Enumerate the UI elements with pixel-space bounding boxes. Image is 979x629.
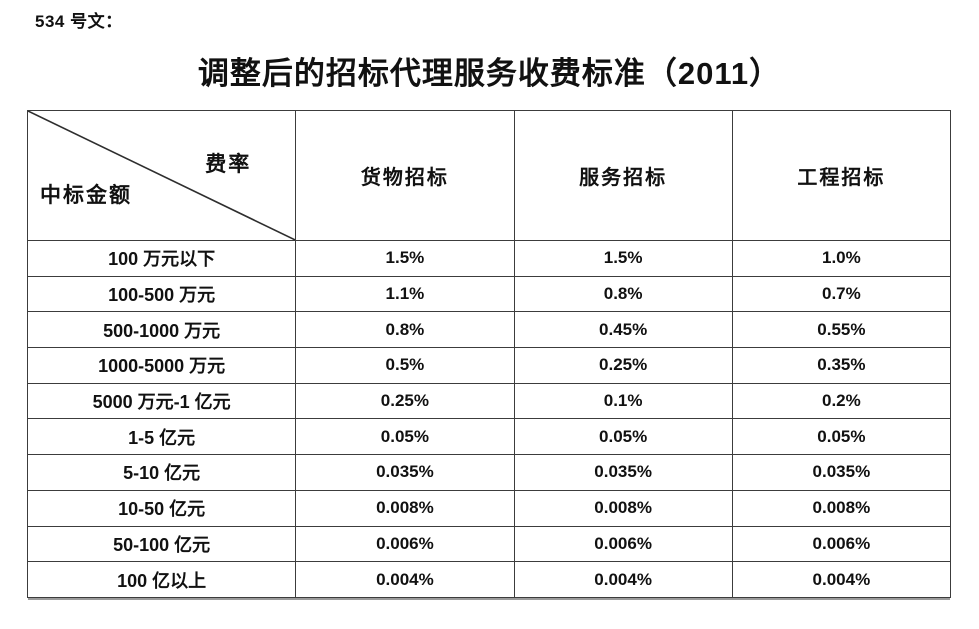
amount-range-cell: 1000-5000 万元 bbox=[26, 347, 297, 384]
rate-cell: 0.25% bbox=[295, 382, 515, 420]
rate-cell: 0.25% bbox=[513, 347, 733, 384]
rate-cell: 0.008% bbox=[731, 489, 952, 527]
amount-range-cell: 10-50 亿元 bbox=[26, 489, 297, 527]
rate-cell: 1.1% bbox=[295, 275, 515, 313]
table-row: 50-100 亿元 0.006% 0.006% 0.006% bbox=[26, 525, 952, 563]
rate-cell: 0.1% bbox=[513, 382, 733, 420]
amount-range-cell: 100 万元以下 bbox=[26, 240, 297, 277]
rate-cell: 1.5% bbox=[513, 240, 733, 277]
doc-number: 534 号文： bbox=[35, 12, 123, 31]
table-row: 1-5 亿元 0.05% 0.05% 0.05% bbox=[26, 418, 952, 456]
column-header-works: 工程招标 bbox=[731, 110, 952, 241]
rate-cell: 0.8% bbox=[513, 275, 733, 313]
page-title: 调整后的招标代理服务收费标准（2011） bbox=[197, 56, 782, 91]
amount-range-cell: 1-5 亿元 bbox=[26, 418, 297, 456]
rate-cell: 0.006% bbox=[731, 525, 952, 563]
amount-range-cell: 100 亿以上 bbox=[26, 561, 297, 598]
rate-cell: 0.004% bbox=[295, 561, 515, 598]
rate-cell: 0.006% bbox=[513, 525, 733, 563]
table-row: 10-50 亿元 0.008% 0.008% 0.008% bbox=[26, 489, 952, 527]
rate-cell: 0.8% bbox=[295, 311, 515, 349]
corner-label-rate: 费率 bbox=[205, 153, 252, 176]
amount-range-cell: 500-1000 万元 bbox=[26, 311, 297, 349]
rate-cell: 1.0% bbox=[731, 240, 952, 277]
amount-range-cell: 5000 万元-1 亿元 bbox=[26, 382, 297, 420]
rate-cell: 1.5% bbox=[295, 240, 515, 277]
rate-cell: 0.5% bbox=[295, 347, 515, 384]
rate-cell: 0.7% bbox=[731, 275, 952, 313]
rate-cell: 0.006% bbox=[295, 525, 515, 563]
table-row: 100-500 万元 1.1% 0.8% 0.7% bbox=[26, 275, 952, 313]
table-row: 500-1000 万元 0.8% 0.45% 0.55% bbox=[26, 311, 952, 349]
table-row: 5-10 亿元 0.035% 0.035% 0.035% bbox=[26, 454, 952, 491]
rate-cell: 0.035% bbox=[295, 454, 515, 491]
diagonal-divider-line bbox=[28, 111, 295, 240]
table-header-row: 费率 中标金额 货物招标 服务招标 工程招标 bbox=[26, 110, 952, 241]
table-row: 100 亿以上 0.004% 0.004% 0.004% bbox=[26, 561, 952, 598]
amount-range-cell: 100-500 万元 bbox=[26, 275, 297, 313]
rate-cell: 0.35% bbox=[731, 347, 952, 384]
amount-range-cell: 50-100 亿元 bbox=[26, 525, 297, 563]
table-row: 100 万元以下 1.5% 1.5% 1.0% bbox=[26, 240, 952, 277]
corner-cell: 费率 中标金额 bbox=[26, 110, 297, 241]
rate-cell: 0.55% bbox=[731, 311, 952, 349]
column-header-services: 服务招标 bbox=[513, 110, 733, 241]
rate-cell: 0.004% bbox=[513, 561, 733, 598]
rate-cell: 0.004% bbox=[731, 561, 952, 598]
rate-cell: 0.05% bbox=[513, 418, 733, 456]
rate-cell: 0.2% bbox=[731, 382, 952, 420]
fee-rate-table: 费率 中标金额 货物招标 服务招标 工程招标 100 万元以下 1.5% 1.5… bbox=[26, 110, 952, 598]
table-row: 5000 万元-1 亿元 0.25% 0.1% 0.2% bbox=[26, 382, 952, 420]
rate-cell: 0.035% bbox=[513, 454, 733, 491]
rate-cell: 0.05% bbox=[295, 418, 515, 456]
amount-range-cell: 5-10 亿元 bbox=[26, 454, 297, 491]
corner-label-amount: 中标金额 bbox=[40, 184, 132, 207]
rate-cell: 0.008% bbox=[295, 489, 515, 527]
column-header-goods: 货物招标 bbox=[295, 110, 515, 241]
rate-cell: 0.008% bbox=[513, 489, 733, 527]
table-row: 1000-5000 万元 0.5% 0.25% 0.35% bbox=[26, 347, 952, 384]
rate-cell: 0.05% bbox=[731, 418, 952, 456]
rate-cell: 0.035% bbox=[731, 454, 952, 491]
rate-cell: 0.45% bbox=[513, 311, 733, 349]
